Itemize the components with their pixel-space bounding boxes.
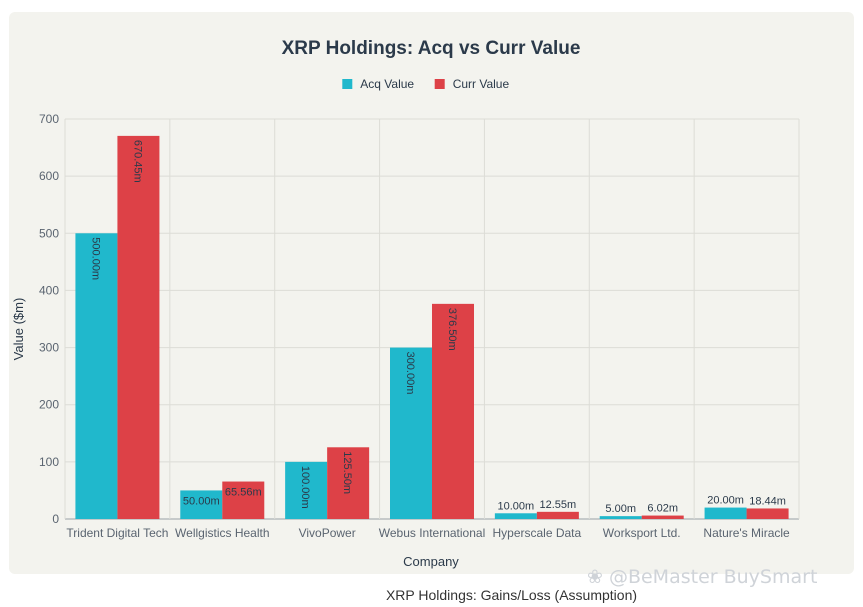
bar-label-curr-2: 125.50m bbox=[341, 451, 353, 494]
bar-label-acq-4: 10.00m bbox=[498, 500, 535, 512]
legend-label-1: Curr Value bbox=[453, 77, 510, 91]
bar-label-acq-6: 20.00m bbox=[707, 495, 744, 507]
x-axis-ticks: Trident Digital Tech Wellgistics Health Vi… bbox=[66, 526, 790, 540]
y-tick-label-400: 400 bbox=[39, 283, 59, 297]
bar-label-curr-5: 6.02m bbox=[647, 503, 678, 515]
x-tick-label-4: Hyperscale Data bbox=[492, 526, 581, 540]
bar-acq-4 bbox=[494, 513, 537, 519]
bar-curr-6 bbox=[746, 508, 789, 519]
bar-curr-0 bbox=[117, 135, 160, 519]
bar-label-curr-6: 18.44m bbox=[749, 495, 786, 507]
chart-card: XRP Holdings: Acq vs Curr Value Acq Valu… bbox=[9, 12, 854, 574]
bar-curr-5 bbox=[641, 515, 684, 519]
y-tick-label-700: 700 bbox=[39, 112, 59, 126]
bar-acq-2 bbox=[285, 461, 328, 519]
bar-label-acq-3: 300.00m bbox=[404, 352, 416, 395]
x-tick-label-3: Webus International bbox=[379, 526, 486, 540]
caption-text: XRP Holdings: Gains/Loss (Assumption) bbox=[385, 587, 638, 603]
bar-curr-2 bbox=[327, 447, 370, 519]
x-tick-label-5: Worksport Ltd. bbox=[603, 526, 681, 540]
y-tick-label-300: 300 bbox=[39, 341, 59, 355]
caption: XRP Holdings: Gains/Loss (Assumption) bbox=[0, 587, 863, 603]
legend-swatch-1 bbox=[434, 79, 445, 89]
chart-title: XRP Holdings: Acq vs Curr Value bbox=[282, 38, 581, 59]
y-axis-title: Value ($m) bbox=[11, 298, 26, 361]
y-tick-label-100: 100 bbox=[39, 455, 59, 469]
x-tick-label-1: Wellgistics Health bbox=[175, 526, 269, 540]
y-tick-label-200: 200 bbox=[39, 398, 59, 412]
bar-acq-5 bbox=[599, 516, 642, 519]
bar-curr-4 bbox=[536, 511, 579, 519]
bar-label-curr-3: 376.50m bbox=[446, 308, 458, 351]
bar-label-acq-5: 5.00m bbox=[605, 503, 636, 515]
bar-label-acq-0: 500.00m bbox=[89, 237, 101, 280]
x-tick-label-0: Trident Digital Tech bbox=[66, 526, 168, 540]
x-tick-label-2: VivoPower bbox=[299, 526, 356, 540]
bar-curr-3 bbox=[432, 303, 474, 519]
bar-chart: XRP Holdings: Acq vs Curr Value Acq Valu… bbox=[11, 38, 800, 569]
bar-label-curr-4: 12.55m bbox=[540, 499, 577, 511]
bar-curr-1 bbox=[222, 481, 265, 519]
y-tick-label-500: 500 bbox=[39, 226, 59, 240]
x-axis-title: Company bbox=[403, 554, 459, 569]
y-tick-label-0: 0 bbox=[52, 512, 59, 526]
bar-label-acq-1: 50.00m bbox=[183, 495, 220, 507]
bar-acq-0 bbox=[75, 233, 118, 520]
y-axis-ticks: 0 100 200 300 400 500 600 700 bbox=[39, 112, 59, 526]
bar-acq-1 bbox=[180, 490, 223, 519]
watermark: ❀ @BeMaster BuySmart bbox=[587, 566, 818, 588]
bar-label-curr-0: 670.45m bbox=[131, 140, 143, 183]
y-tick-label-600: 600 bbox=[39, 169, 59, 183]
bars: 500.00m 670.45m 50.00m 65.56m 100.00m 125.50m… bbox=[75, 135, 789, 520]
bar-acq-6 bbox=[704, 507, 747, 519]
bar-label-curr-1: 65.56m bbox=[225, 487, 262, 499]
legend-label-0: Acq Value bbox=[360, 77, 414, 91]
bar-acq-3 bbox=[390, 347, 432, 519]
x-tick-label-6: Nature's Miracle bbox=[703, 526, 790, 540]
legend: Acq Value Curr Value bbox=[342, 77, 509, 91]
bar-label-acq-2: 100.00m bbox=[299, 466, 311, 509]
gridlines bbox=[64, 118, 800, 520]
legend-swatch-0 bbox=[342, 79, 353, 89]
